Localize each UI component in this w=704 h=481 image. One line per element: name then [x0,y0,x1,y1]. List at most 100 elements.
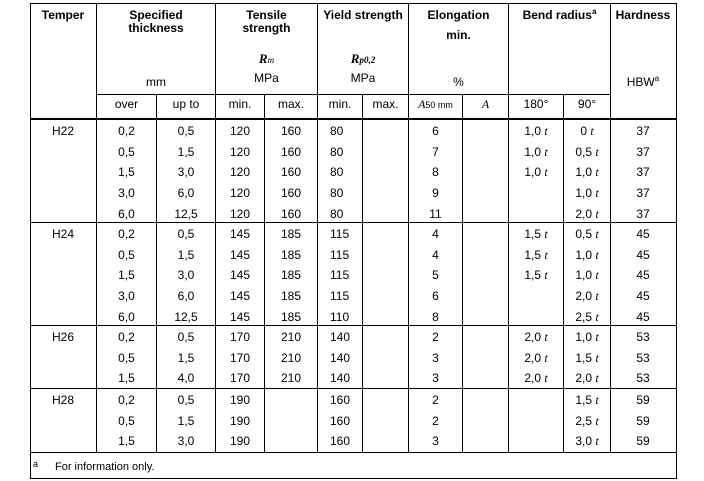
table-cell-ts-max: 160 [280,206,302,221]
subheader-tensile-min: min. [228,97,252,111]
table-cell-ys-min: 115 [330,289,350,304]
table-cell-a50: 3 [432,371,439,386]
table-cell-ts-max: 185 [280,309,302,324]
table-cell-upto: 4,0 [177,371,195,386]
subheader-tensile-max: max. [277,97,304,111]
subheader-a50: A50 mm [418,97,453,111]
table-cell-a50: 4 [432,227,439,241]
table-cell-ts-min: 145 [229,227,251,241]
header-bottom-border [30,118,676,120]
table-cell-over: 0,5 [118,247,135,262]
header-hardness-unit: HBWa [626,74,660,90]
table-cell-hbw: 45 [636,247,650,262]
header-thickness-line1: Specified [129,8,183,22]
table-cell-b90: 1,0 t [575,247,599,262]
table-cell-over: 0,2 [118,227,135,241]
table-cell-ts-min: 120 [229,165,251,180]
table-cell-a50: 7 [432,144,439,159]
table-cell-b90: 2,5 t [575,413,599,428]
group-border [30,325,676,326]
table-cell-upto: 12,5 [174,309,198,324]
table-cell-ys-min: 80 [330,144,344,159]
table-cell-ts-min: 120 [229,124,251,138]
table-cell-upto: 0,5 [177,227,195,241]
table-cell-hbw: 37 [636,165,650,180]
table-cell-upto: 1,5 [177,247,195,262]
table-cell-hbw: 37 [636,186,650,201]
header-elongation-line2: min. [446,28,471,42]
table-cell-ts-min: 145 [229,268,251,283]
table-top-border [30,3,676,4]
table-cell-a50: 8 [432,309,439,324]
table-cell-a50: 9 [432,186,439,201]
table-cell-a50: 6 [432,289,439,304]
table-cell-upto: 3,0 [177,165,195,180]
table-cell-ts-max: 160 [280,144,302,159]
table-cell-upto: 1,5 [177,413,195,428]
table-cell-a50: 11 [429,206,442,221]
header-yield-unit: MPa [350,71,376,85]
subheader-up-to: up to [172,97,200,111]
table-cell-over: 1,5 [118,268,135,283]
table-cell-ys-min: 80 [330,206,344,221]
table-cell-over: 6,0 [118,309,135,324]
table-cell-ts-max: 160 [280,165,302,180]
table-cell-b180: 1,0 t [524,124,548,138]
table-cell-hbw: 53 [636,350,650,365]
table-cell-ts-max: 210 [280,330,302,344]
table-cell-b180: 1,5 t [524,268,548,283]
table-cell-ys-min: 110 [330,309,350,324]
header-bend-radius: Bend radiusa [522,7,597,23]
subheader-yield-max: max. [372,97,399,111]
table-cell-ts-min: 170 [229,371,251,386]
header-thickness-unit: mm [146,75,166,89]
subheader-yield-min: min. [328,97,352,111]
table-cell-ts-min: 120 [229,144,251,159]
column-border [610,3,611,452]
footnote-bottom-border [30,478,676,479]
table-cell-b180: 1,5 t [524,227,548,241]
table-cell-ys-min: 80 [330,165,344,180]
table-bottom-border [30,452,676,453]
table-cell-ts-max: 185 [280,268,302,283]
table-cell-upto: 6,0 [177,289,195,304]
table-cell-a50: 5 [432,268,439,283]
table-cell-ys-min: 115 [330,227,350,241]
column-border [96,3,97,452]
table-cell-ys-min: 115 [330,268,350,283]
table-cell-ys-min: 160 [330,413,351,428]
table-cell-b90: 2,0 t [575,371,599,386]
subheader-bend-180: 180° [523,97,549,111]
table-cell-b90: 2,0 t [575,289,599,304]
column-border [317,3,318,452]
table-cell-over: 1,5 [118,434,135,449]
column-border [215,3,216,452]
table-cell-over: 0,2 [118,393,135,407]
table-cell-b180: 2,0 t [524,371,548,386]
table-cell-upto: 3,0 [177,434,195,449]
group-border [30,222,676,223]
table-cell-hbw: 45 [636,309,650,324]
table-cell-ts-min: 190 [229,393,251,407]
footnote-ref: a [591,7,597,16]
table-cell-hbw: 37 [636,124,650,138]
table-cell-ys-min: 80 [330,186,344,201]
table-cell-upto: 3,0 [177,268,195,283]
table-cell-hbw: 59 [636,413,650,428]
table-cell-over: 1,5 [118,165,135,180]
table-cell-upto: 12,5 [174,206,198,221]
table-cell-b90: 0,5 t [575,227,599,241]
table-cell-ts-max: 185 [280,227,302,241]
table-cell-ts-min: 190 [229,413,251,428]
table-cell-a50: 3 [432,350,439,365]
table-cell-hbw: 37 [636,144,650,159]
table-cell-b90: 2,0 t [575,206,599,221]
table-cell-hbw: 45 [636,289,650,304]
table-cell-ts-min: 120 [229,206,251,221]
table-cell-over: 0,5 [118,350,135,365]
table-cell-a50: 6 [432,124,439,138]
table-cell-over: 1,5 [118,371,135,386]
table-left-border [30,3,31,479]
table-cell-ys-min: 140 [330,371,351,386]
